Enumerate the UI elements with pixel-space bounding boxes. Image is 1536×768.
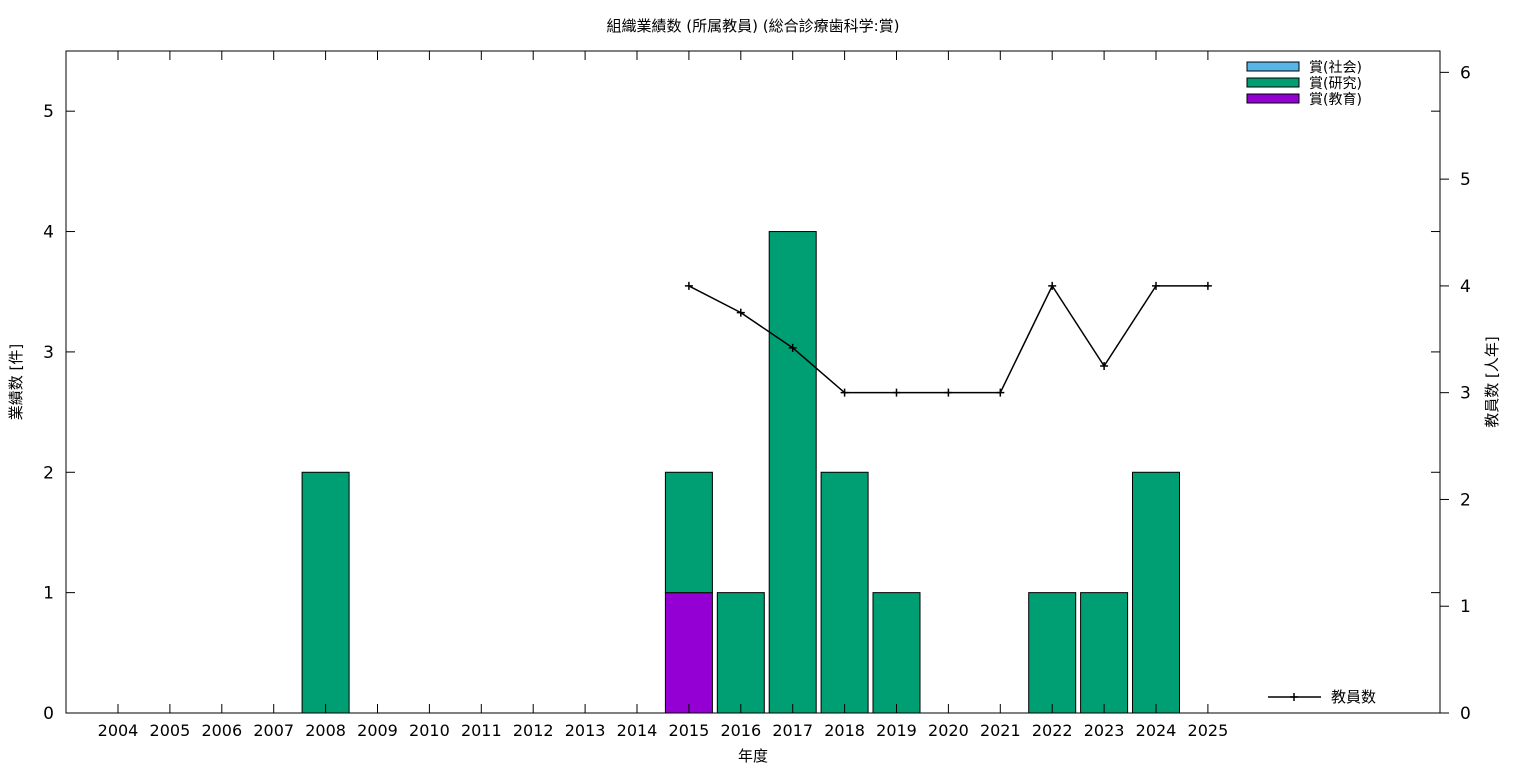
line-point <box>892 388 901 397</box>
x-tick-label: 2012 <box>513 721 554 740</box>
bar <box>768 231 817 714</box>
bar <box>1132 471 1180 714</box>
x-tick-label: 2024 <box>1136 721 1177 740</box>
x-tick-label: 2005 <box>150 721 191 740</box>
x-tick-label: 2006 <box>201 721 242 740</box>
x-tick-label: 2020 <box>928 721 969 740</box>
y2-tick-label: 0 <box>1460 704 1471 724</box>
line-point <box>1100 361 1109 370</box>
x-tick-label: 2019 <box>876 721 917 740</box>
bar <box>820 471 869 714</box>
line-path <box>688 284 1208 394</box>
legend-label: 賞(研究) <box>1309 76 1362 92</box>
line-point <box>1048 281 1057 290</box>
line-series <box>684 281 1212 397</box>
line-point <box>996 388 1005 397</box>
legend: 賞(社会)賞(研究)賞(教育) 教員数 <box>1246 60 1376 706</box>
bar <box>872 592 921 714</box>
y-tick-label: 0 <box>43 704 54 724</box>
chart-title: 組織業績数 (所属教員) (総合診療歯科学:賞) <box>607 17 900 35</box>
line-point <box>1203 281 1212 290</box>
y2-tick-label: 3 <box>1460 384 1471 404</box>
line-point <box>840 388 849 397</box>
x-axis: 2004 2005 2006 2007 2008 2009 2010 2011 2012 2013… <box>98 51 1229 740</box>
bar <box>301 471 350 714</box>
x-tick-label: 2023 <box>1084 721 1125 740</box>
y-tick-label: 1 <box>43 584 54 604</box>
line-point <box>788 343 797 352</box>
x-tick-label: 2007 <box>253 721 294 740</box>
bar <box>664 592 713 714</box>
x-tick-label: 2025 <box>1188 721 1229 740</box>
bar <box>1080 592 1129 714</box>
x-tick-label: 2014 <box>617 721 658 740</box>
y-axis: 0 1 2 3 4 5 <box>43 102 1440 724</box>
x-tick-label: 2010 <box>409 721 450 740</box>
x-tick-label: 2015 <box>669 721 710 740</box>
y2-tick-label: 2 <box>1460 490 1471 510</box>
y-tick-label: 2 <box>43 463 54 483</box>
line-point <box>944 388 953 397</box>
y-axis-label: 業績数 [件] <box>7 344 25 420</box>
y2-tick-label: 6 <box>1460 63 1471 83</box>
bar <box>1028 592 1077 714</box>
legend-label: 賞(社会) <box>1309 60 1362 76</box>
x-tick-label: 2018 <box>824 721 865 740</box>
x-tick-label: 2008 <box>305 721 346 740</box>
bar <box>716 592 765 714</box>
x-axis-label: 年度 <box>738 747 768 765</box>
legend-swatch <box>1246 93 1300 104</box>
line-point <box>1152 281 1160 290</box>
bar <box>664 471 713 594</box>
y2-tick-label: 4 <box>1460 277 1471 297</box>
x-tick-label: 2004 <box>98 721 139 740</box>
x-tick-label: 2013 <box>565 721 606 740</box>
bars <box>301 231 1180 714</box>
y2-tick-label: 5 <box>1460 170 1471 190</box>
y-tick-label: 5 <box>43 102 54 122</box>
x-tick-label: 2016 <box>720 721 761 740</box>
legend-label: 賞(教育) <box>1309 92 1362 108</box>
legend-line-label: 教員数 <box>1331 688 1376 706</box>
y-tick-label: 4 <box>43 223 54 243</box>
x-tick-label: 2017 <box>772 721 813 740</box>
y2-axis-label: 教員数 [人年] <box>1483 336 1501 427</box>
line-point <box>684 281 693 290</box>
legend-line-marker <box>1290 693 1298 701</box>
legend-swatch <box>1246 61 1300 72</box>
x-tick-label: 2011 <box>461 721 502 740</box>
x-tick-label: 2021 <box>980 721 1021 740</box>
plot-frame <box>65 50 1441 714</box>
x-tick-label: 2022 <box>1032 721 1073 740</box>
y-tick-label: 3 <box>43 343 54 363</box>
x-tick-label: 2009 <box>357 721 398 740</box>
line-point <box>736 308 745 317</box>
y2-axis: 0 1 2 3 4 5 6 <box>1440 63 1471 724</box>
legend-swatch <box>1246 77 1300 88</box>
y2-tick-label: 1 <box>1460 597 1471 617</box>
